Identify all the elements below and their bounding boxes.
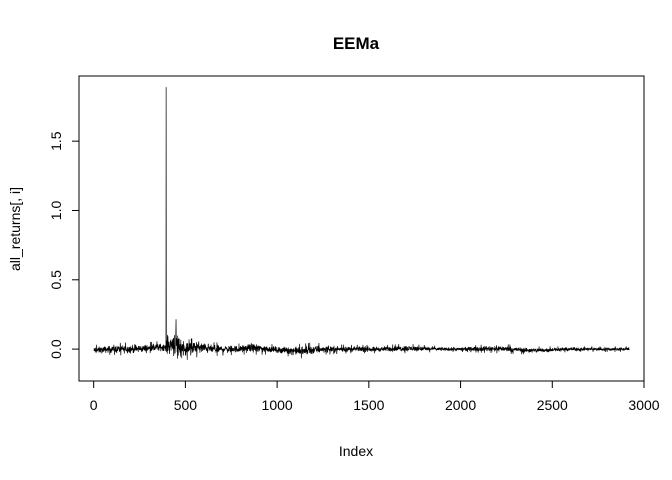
- y-tick-label: 0.0: [48, 339, 64, 359]
- y-axis-label: all_returns[, i]: [7, 187, 23, 271]
- x-tick-label: 0: [90, 397, 98, 413]
- x-tick-label: 1000: [262, 397, 293, 413]
- x-tick-label: 2000: [445, 397, 476, 413]
- chart-title: EEMa: [333, 34, 380, 53]
- x-tick-label: 500: [174, 397, 198, 413]
- series-layer: [93, 87, 630, 360]
- x-axis-label: Index: [339, 443, 373, 459]
- series-line: [93, 87, 630, 360]
- x-tick-label: 3000: [628, 397, 659, 413]
- x-tick-label: 2500: [537, 397, 568, 413]
- y-axis: 0.0 0.5 1.0 1.5: [48, 131, 80, 359]
- x-tick-label: 1500: [353, 397, 384, 413]
- y-tick-label: 1.0: [48, 201, 64, 221]
- y-tick-label: 0.5: [48, 270, 64, 290]
- x-axis: 0 500 1000 1500 2000 2500 3000: [90, 380, 660, 413]
- y-tick-label: 1.5: [48, 131, 64, 151]
- plot-frame: [78, 75, 645, 382]
